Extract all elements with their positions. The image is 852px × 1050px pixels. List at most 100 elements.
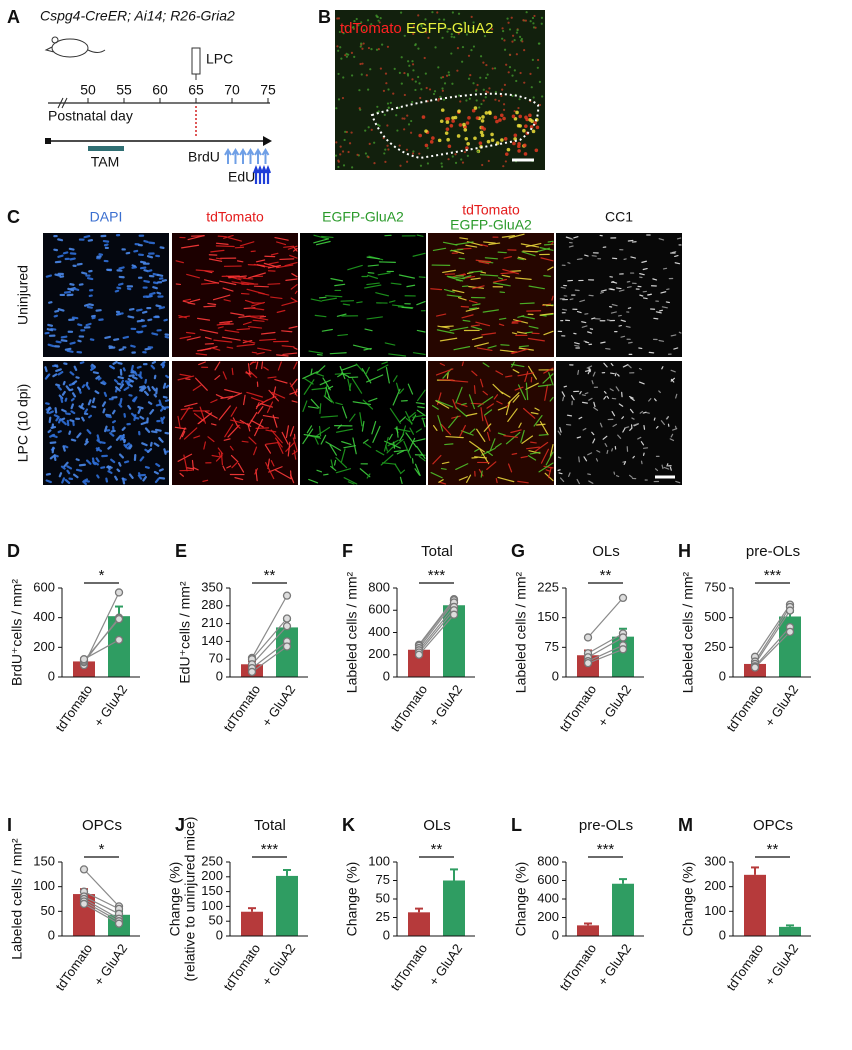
signal [76,262,83,266]
signal [130,412,136,418]
chart-title: Total [421,543,453,560]
signal [460,430,474,436]
y-axis-label: Labeled cells / mm² [513,571,529,693]
signal [127,315,135,319]
cell-signal [370,128,373,131]
cell-signal [488,87,491,90]
signal [497,277,504,280]
signal [603,362,608,368]
signal [57,418,62,424]
cell-signal [438,18,441,21]
signal [472,285,485,290]
signal [95,375,101,380]
cell-signal [535,125,540,130]
signal [465,307,480,312]
pair-line [754,604,791,658]
signal [407,383,414,395]
cell-signal [472,82,475,85]
cell-signal [447,71,450,74]
signal [238,277,246,279]
cell-signal [461,161,465,164]
signal [611,303,618,307]
signal [457,297,467,301]
signal [265,462,275,480]
signal [593,401,596,408]
signal [276,241,287,246]
signal [675,393,678,399]
signal [626,286,632,289]
signal [65,385,71,391]
signal [549,443,554,457]
signal [147,318,153,322]
signal [54,273,61,277]
signal [486,450,493,457]
signal [234,246,245,249]
signal [414,463,421,477]
signal [110,458,116,464]
panel-label: F [342,541,353,561]
cell-signal [400,56,403,59]
signal [118,266,125,270]
signal [637,436,642,440]
cell-signal [513,133,518,138]
data-point [79,899,89,909]
signal [481,332,497,336]
cell-signal [534,148,539,153]
signal [57,308,65,312]
signal [442,241,458,246]
signal [214,374,221,381]
cell-signal [482,99,485,102]
significance: ** [767,841,779,858]
signal [633,423,639,426]
signal [320,434,327,445]
y-tick-label: 400 [33,609,55,624]
signal [102,380,107,385]
cell-signal [341,96,345,100]
cell-signal [540,16,544,19]
cell-signal [458,123,463,127]
signal [149,441,153,447]
signal [343,445,356,449]
signal [440,467,447,470]
signal [290,378,298,388]
signal [217,326,224,329]
cell-signal [454,161,458,164]
signal [436,313,447,317]
signal [492,282,511,287]
x-tick-label: + GluA2 [259,682,298,729]
signal [48,416,52,424]
y-tick-label: 750 [704,579,726,594]
signal [57,254,64,258]
signal [319,379,331,386]
cell-signal [504,160,507,163]
cell-signal [362,29,366,32]
signal [538,433,549,436]
cell-signal [437,138,442,143]
signal [162,406,170,409]
cell-signal [419,164,423,167]
cell-signal [423,56,426,60]
signal [54,364,59,368]
signal [66,465,73,470]
signal [130,364,134,372]
signal [179,373,192,377]
signal [109,365,115,370]
cell-signal [439,119,444,124]
cell-signal [387,106,390,109]
signal [475,321,491,327]
edu-label: EdU [228,169,255,185]
signal [574,342,580,345]
signal [131,266,138,269]
cell-signal [417,75,420,79]
signal [113,379,118,383]
cell-signal [538,103,542,107]
signal [116,382,122,386]
signal [638,381,645,385]
signal [335,402,343,406]
signal [476,347,493,352]
cell-signal [412,32,415,36]
signal [349,413,356,422]
signal [323,473,329,476]
signal [521,435,534,444]
signal [159,246,165,249]
